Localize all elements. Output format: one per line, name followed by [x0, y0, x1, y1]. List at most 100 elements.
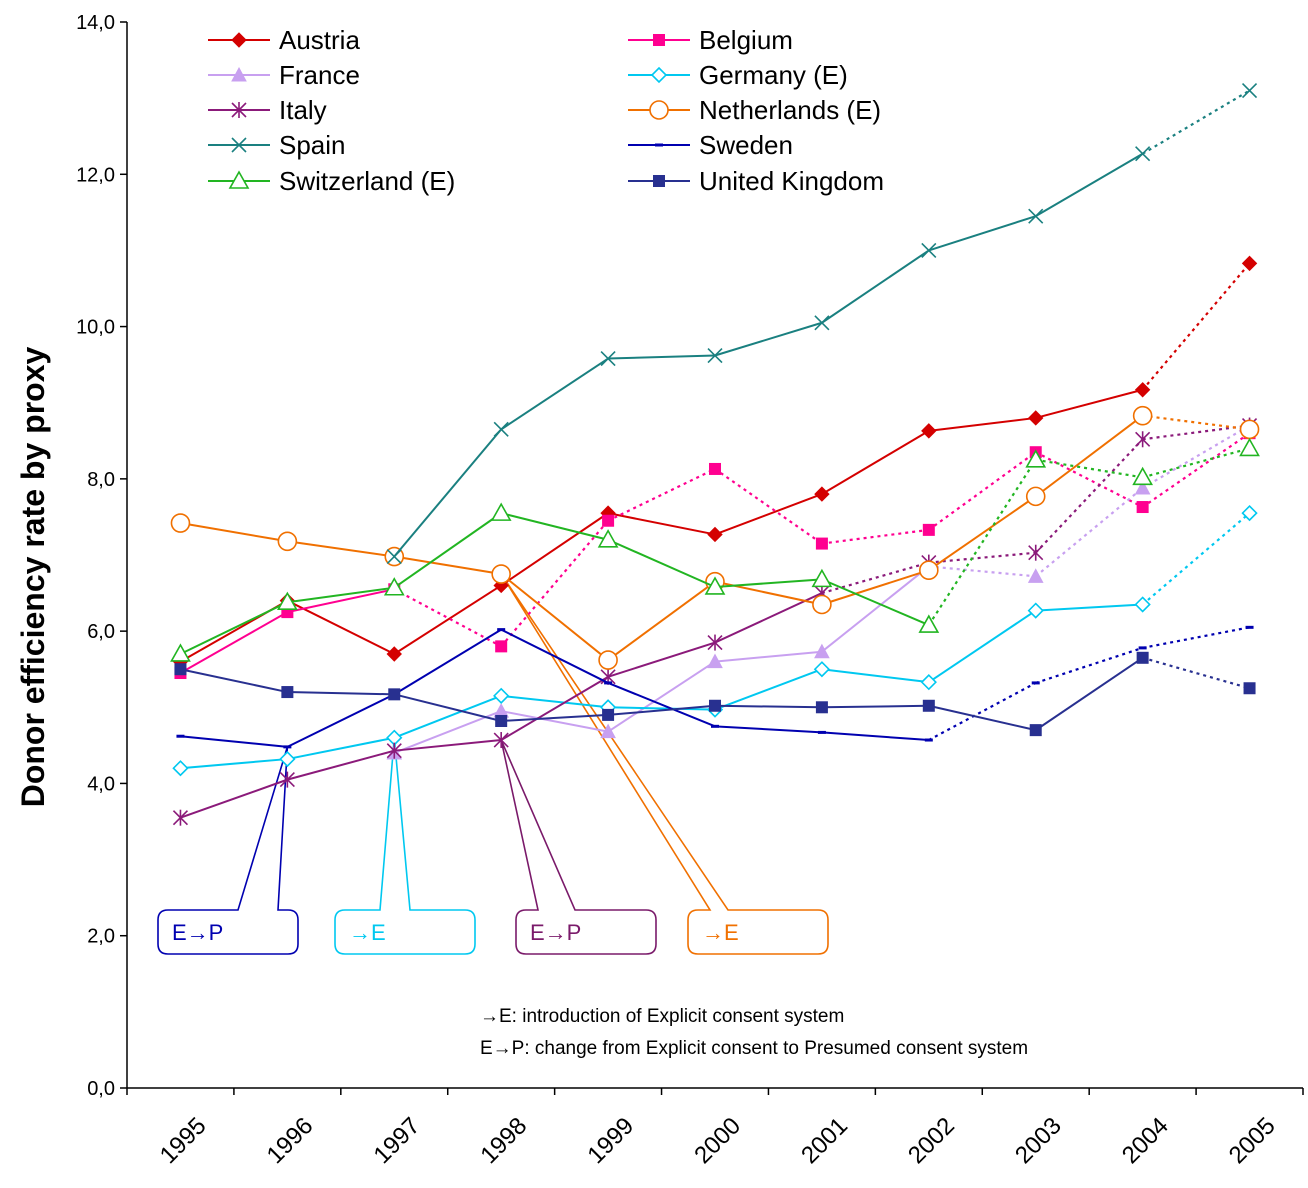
- legend-item: Germany (E): [628, 60, 848, 90]
- data-point-marker: [172, 809, 189, 826]
- series-segment: [394, 555, 502, 576]
- series-switzerland-e: [170, 437, 1260, 662]
- series-segment: [394, 693, 502, 722]
- series-segment: [500, 675, 609, 741]
- y-tick-label: 12,0: [76, 164, 115, 186]
- series-segment: [608, 704, 716, 716]
- data-point-marker: [815, 701, 828, 714]
- series-segment: [180, 758, 288, 770]
- data-point-marker: [924, 738, 933, 742]
- series-segment: [394, 739, 502, 752]
- legend-label: Spain: [279, 130, 346, 160]
- data-point-marker: [814, 315, 830, 331]
- series-segment: [501, 713, 609, 722]
- series-segment: [1035, 487, 1144, 578]
- axes: 0,0 2,0 4,0 6,0 8,0 10,0 12,0 14,0 1995 1996 1997 1…: [76, 12, 1304, 1169]
- series-united-kingdom: [174, 651, 1256, 737]
- series-segment: [1035, 603, 1143, 612]
- series-segment: [393, 512, 502, 589]
- legend-label: Italy: [279, 95, 327, 125]
- data-point-marker: [231, 32, 247, 48]
- y-tick-label: 8,0: [87, 469, 115, 491]
- series-segment: [714, 704, 822, 709]
- data-point-marker: [490, 502, 512, 521]
- data-point-marker: [1241, 504, 1258, 522]
- callout-box: E→P: [157, 746, 299, 955]
- series-segment: [1035, 646, 1143, 684]
- series-lines: [170, 82, 1260, 826]
- series-segment: [928, 495, 1037, 572]
- x-tick-label: 2000: [689, 1112, 746, 1169]
- series-segment: [821, 578, 930, 626]
- legend-label: Belgium: [699, 25, 793, 55]
- series-segment: [393, 584, 502, 655]
- note-explicit: →E: introduction of Explicit consent sys…: [480, 1006, 844, 1027]
- data-point-marker: [918, 614, 940, 633]
- legend-item: United Kingdom: [628, 166, 884, 196]
- series-segment: [607, 660, 716, 733]
- legend-label: Switzerland (E): [279, 166, 455, 196]
- series-segment: [1142, 414, 1250, 431]
- callout-label: →E: [702, 920, 739, 945]
- series-segment: [928, 451, 1037, 531]
- data-point-marker: [1243, 682, 1256, 695]
- data-point-marker: [707, 634, 723, 651]
- data-point-marker: [604, 681, 613, 685]
- data-point-marker: [600, 723, 616, 739]
- data-point-marker: [921, 423, 937, 439]
- data-point-marker: [1241, 82, 1258, 99]
- series-segment: [1035, 451, 1144, 509]
- legend-item: Switzerland (E): [208, 166, 455, 196]
- data-point-marker: [920, 674, 937, 691]
- series-segment: [821, 561, 930, 595]
- series-segment: [1142, 447, 1250, 479]
- callout-label: →E: [349, 920, 386, 945]
- data-point-marker: [1027, 568, 1044, 583]
- series-segment: [607, 641, 716, 678]
- data-point-marker: [231, 102, 247, 118]
- callouts: E→P →E E→P →E: [157, 573, 829, 955]
- legend-label: France: [279, 60, 360, 90]
- data-point-marker: [707, 526, 723, 543]
- data-point-marker: [1241, 255, 1258, 272]
- series-segment: [393, 588, 502, 648]
- series-segment: [714, 578, 822, 588]
- callout-box: →E: [334, 737, 476, 955]
- series-segment: [1035, 656, 1144, 731]
- series-segment: [180, 601, 288, 655]
- data-point-marker: [231, 66, 247, 82]
- data-point-marker: [922, 699, 935, 712]
- legend-label: Netherlands (E): [699, 95, 881, 125]
- series-segment: [501, 694, 609, 709]
- data-point-marker: [228, 170, 250, 189]
- data-point-marker: [493, 421, 509, 437]
- x-tick-label: 2003: [1010, 1112, 1067, 1169]
- data-point-marker: [493, 732, 509, 749]
- data-point-marker: [497, 628, 506, 632]
- series-segment: [180, 668, 288, 694]
- series-segment: [821, 249, 930, 324]
- notes: →E: introduction of Explicit consent sys…: [480, 1006, 1028, 1059]
- data-point-marker: [921, 242, 937, 258]
- legend: Austria Belgium France Germany (E) Italy Neth…: [208, 25, 884, 196]
- data-point-marker: [277, 531, 298, 552]
- series-segment: [1142, 89, 1251, 155]
- data-point-marker: [1027, 602, 1044, 619]
- legend-label: Germany (E): [699, 60, 848, 90]
- series-segment: [714, 493, 823, 536]
- legend-label: United Kingdom: [699, 166, 884, 196]
- series-segment: [714, 668, 823, 711]
- series-segment: [393, 710, 502, 754]
- data-point-marker: [493, 687, 510, 704]
- legend-item: Sweden: [628, 130, 793, 160]
- series-segment: [180, 778, 288, 819]
- series-segment: [1142, 656, 1250, 690]
- data-point-marker: [813, 661, 831, 678]
- series-segment: [928, 551, 1036, 564]
- series-segment: [607, 467, 716, 522]
- series-segment: [928, 609, 1037, 683]
- data-point-marker: [281, 686, 294, 699]
- series-segment: [607, 580, 716, 661]
- series-segment: [1141, 262, 1251, 391]
